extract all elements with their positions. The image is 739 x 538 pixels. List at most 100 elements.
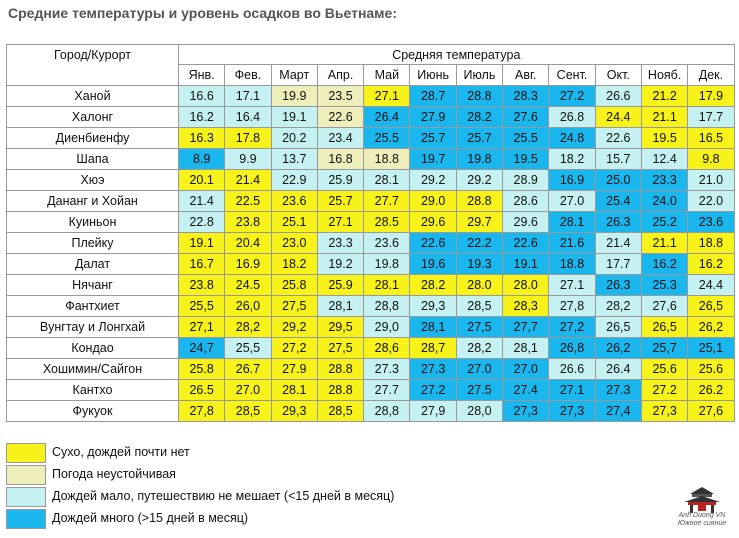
temperature-cell: 28,7 bbox=[409, 337, 457, 359]
city-name: Хошимин/Сайгон bbox=[6, 358, 179, 380]
temperature-cell: 29,3 bbox=[409, 295, 457, 317]
temperature-cell: 12.4 bbox=[640, 148, 689, 170]
temperature-cell: 28,1 bbox=[316, 295, 365, 317]
table-row: Фантхиет 25,5 26,0 27,5 28,1 28,8 29,3 28,5 28,3… bbox=[6, 295, 735, 317]
temperature-cell: 22.5 bbox=[224, 190, 272, 212]
temperature-cell: 19.5 bbox=[640, 127, 689, 149]
temperature-cell: 25.6 bbox=[687, 358, 735, 380]
temperature-cell: 27,3 bbox=[502, 400, 550, 422]
temperature-cell: 27.2 bbox=[640, 379, 689, 401]
temperature-cell: 28.6 bbox=[502, 190, 550, 212]
temperature-cell: 28.3 bbox=[502, 85, 550, 107]
temperature-cell: 27,6 bbox=[640, 295, 689, 317]
temperature-cell: 27,1 bbox=[177, 316, 226, 338]
city-name: Далат bbox=[6, 253, 179, 275]
temperature-cell: 16.9 bbox=[548, 169, 596, 191]
temperature-cell: 26.4 bbox=[363, 106, 411, 128]
temperature-cell: 18.8 bbox=[363, 148, 411, 170]
temperature-cell: 27.3 bbox=[409, 358, 457, 380]
city-name: Нячанг bbox=[6, 274, 179, 296]
logo-brand: Anh Duong VN bbox=[678, 512, 726, 519]
temperature-cell: 28.0 bbox=[455, 274, 504, 296]
temperature-cell: 17.1 bbox=[224, 85, 272, 107]
temperature-cell: 22.9 bbox=[270, 169, 318, 191]
temperature-cell: 25.8 bbox=[270, 274, 318, 296]
table-row: Халонг 16.2 16.4 19.1 22.6 26.4 27.9 28.2 27.6 26… bbox=[6, 106, 735, 128]
table-body: Ханой 16.6 17.1 19.9 23.5 27.1 28.7 28.8 28.3 27.… bbox=[6, 85, 735, 422]
city-name: Фантхиет bbox=[6, 295, 179, 317]
month-header: Июль bbox=[455, 64, 504, 86]
temperature-cell: 16.2 bbox=[177, 106, 226, 128]
temperature-cell: 28.7 bbox=[409, 85, 457, 107]
average-temperature-header: Средняя температура bbox=[178, 44, 735, 65]
month-header: Март bbox=[270, 64, 318, 86]
temperature-cell: 18.2 bbox=[270, 253, 318, 275]
temperature-cell: 19.1 bbox=[177, 232, 226, 254]
temperature-cell: 22.6 bbox=[316, 106, 365, 128]
temperature-cell: 22.0 bbox=[687, 190, 735, 212]
temperature-cell: 28,3 bbox=[502, 295, 550, 317]
temperature-cell: 21.1 bbox=[640, 106, 689, 128]
temperature-cell: 26,8 bbox=[548, 337, 596, 359]
city-name: Ханой bbox=[6, 85, 179, 107]
temperature-cell: 23.6 bbox=[687, 211, 735, 233]
legend-label: Сухо, дождей почти нет bbox=[52, 445, 190, 459]
temperature-table: Город/Курорт Средняя температура Янв. Фев… bbox=[6, 44, 735, 422]
month-header: Фев. bbox=[224, 64, 272, 86]
temperature-cell: 23.6 bbox=[363, 232, 411, 254]
temperature-cell: 21.4 bbox=[594, 232, 642, 254]
temperature-cell: 21.4 bbox=[224, 169, 272, 191]
temperature-cell: 28,5 bbox=[316, 400, 365, 422]
month-header: Авг. bbox=[502, 64, 550, 86]
temperature-cell: 17.8 bbox=[224, 127, 272, 149]
temperature-cell: 27,8 bbox=[177, 400, 226, 422]
temperature-cell: 28.5 bbox=[363, 211, 411, 233]
temperature-cell: 23.5 bbox=[316, 85, 365, 107]
legend-swatch bbox=[6, 509, 46, 529]
temperature-cell: 28.8 bbox=[455, 190, 504, 212]
legend-label: Дождей мало, путешествию не мешает (<15 … bbox=[52, 489, 395, 503]
temperature-cell: 24.8 bbox=[548, 127, 596, 149]
temperature-cell: 16.9 bbox=[224, 253, 272, 275]
temperature-cell: 28,8 bbox=[363, 400, 411, 422]
temperature-cell: 29,3 bbox=[270, 400, 318, 422]
temperature-cell: 25,5 bbox=[177, 295, 226, 317]
temperature-cell: 27,5 bbox=[316, 337, 365, 359]
temperature-cell: 25.8 bbox=[177, 358, 226, 380]
temperature-cell: 17.7 bbox=[594, 253, 642, 275]
temperature-cell: 28.9 bbox=[502, 169, 550, 191]
temperature-cell: 25.2 bbox=[640, 211, 689, 233]
temperature-cell: 16.2 bbox=[687, 253, 735, 275]
table-row: Плейку 19.1 20.4 23.0 23.3 23.6 22.6 22.2 22.6 21… bbox=[6, 232, 735, 254]
temperature-cell: 29,5 bbox=[316, 316, 365, 338]
temperature-cell: 27,3 bbox=[548, 400, 596, 422]
temperature-cell: 28.1 bbox=[363, 169, 411, 191]
table-row: Нячанг 23.8 24.5 25.8 25.9 28.1 28.2 28.0 28.0 27… bbox=[6, 274, 735, 296]
temperature-cell: 26.7 bbox=[224, 358, 272, 380]
temperature-cell: 27,2 bbox=[270, 337, 318, 359]
city-name: Шапа bbox=[6, 148, 179, 170]
temperature-cell: 16.2 bbox=[640, 253, 689, 275]
temperature-cell: 26,2 bbox=[594, 337, 642, 359]
temperature-cell: 22.6 bbox=[502, 232, 550, 254]
temperature-cell: 28,8 bbox=[363, 295, 411, 317]
temperature-cell: 26.8 bbox=[548, 106, 596, 128]
temperature-cell: 28,5 bbox=[224, 400, 272, 422]
temperature-cell: 27.0 bbox=[224, 379, 272, 401]
temperature-cell: 22.8 bbox=[177, 211, 226, 233]
temperature-cell: 21.4 bbox=[177, 190, 226, 212]
temperature-cell: 25.4 bbox=[594, 190, 642, 212]
pagoda-gate-icon bbox=[684, 487, 720, 513]
temperature-cell: 28.8 bbox=[455, 85, 504, 107]
city-name: Плейку bbox=[6, 232, 179, 254]
temperature-cell: 21.1 bbox=[640, 232, 689, 254]
temperature-cell: 27.7 bbox=[363, 190, 411, 212]
temperature-cell: 27,3 bbox=[640, 400, 689, 422]
temperature-cell: 28.1 bbox=[363, 274, 411, 296]
temperature-cell: 29.6 bbox=[409, 211, 457, 233]
temperature-cell: 27.5 bbox=[455, 379, 504, 401]
city-name: Кантхо bbox=[6, 379, 179, 401]
temperature-cell: 25.1 bbox=[270, 211, 318, 233]
temperature-cell: 18.8 bbox=[548, 253, 596, 275]
temperature-cell: 23.3 bbox=[640, 169, 689, 191]
